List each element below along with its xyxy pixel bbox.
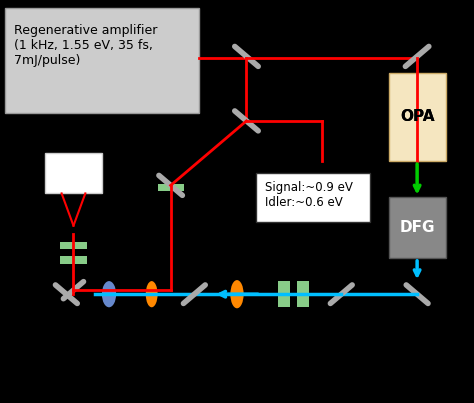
- Bar: [157, 184, 183, 191]
- Text: DFG: DFG: [400, 220, 435, 235]
- FancyBboxPatch shape: [45, 153, 102, 193]
- Text: Signal:~0.9 eV
Idler:~0.6 eV: Signal:~0.9 eV Idler:~0.6 eV: [265, 181, 353, 209]
- Ellipse shape: [102, 281, 116, 307]
- FancyBboxPatch shape: [389, 197, 446, 258]
- Bar: [279, 281, 290, 307]
- Text: Regenerative amplifier
(1 kHz, 1.55 eV, 35 fs,
7mJ/pulse): Regenerative amplifier (1 kHz, 1.55 eV, …: [14, 24, 157, 67]
- Bar: [61, 256, 86, 264]
- Ellipse shape: [230, 280, 244, 308]
- FancyBboxPatch shape: [5, 8, 199, 113]
- FancyBboxPatch shape: [256, 173, 370, 222]
- Bar: [61, 242, 86, 249]
- FancyBboxPatch shape: [389, 73, 446, 161]
- Bar: [298, 281, 309, 307]
- Text: OPA: OPA: [400, 109, 434, 125]
- Text: OPA: OPA: [400, 109, 434, 125]
- Ellipse shape: [146, 281, 157, 307]
